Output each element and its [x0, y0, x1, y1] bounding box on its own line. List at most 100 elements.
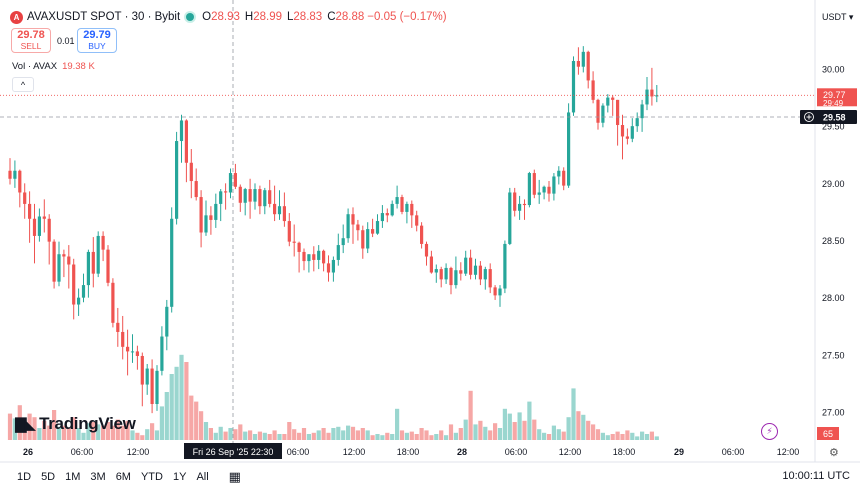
candle-body	[224, 191, 228, 193]
candle-body	[32, 218, 37, 236]
volume-bar	[287, 422, 292, 440]
x-tick-label: 06:00	[71, 447, 94, 457]
volume-legend-title: Vol · AVAX	[12, 61, 58, 72]
timeframe-1m-button[interactable]: 1M	[65, 471, 81, 483]
sell-button[interactable]: 29.78 SELL	[11, 28, 51, 53]
candle-body	[302, 251, 306, 262]
volume-bar	[390, 434, 395, 440]
timeframe-6m-button[interactable]: 6M	[115, 471, 131, 483]
candle-body	[596, 99, 600, 123]
timeframe-ytd-button[interactable]: YTD	[140, 471, 163, 483]
candle-body	[351, 214, 355, 225]
timeframe-1y-button[interactable]: 1Y	[172, 471, 187, 483]
volume-bar	[154, 430, 160, 440]
candle-body	[37, 216, 41, 236]
volume-bar	[199, 411, 204, 440]
volume-bar	[306, 434, 311, 440]
candle-body	[424, 243, 429, 257]
chevron-up-icon: ^	[20, 79, 26, 90]
sell-price: 29.78	[17, 29, 45, 42]
volume-bar	[238, 424, 243, 440]
candle-body	[454, 270, 458, 286]
candle-body	[140, 355, 144, 385]
candle-body	[420, 225, 424, 244]
volume-bar	[424, 430, 429, 440]
calendar-goto-icon[interactable]: ▦	[228, 469, 241, 484]
candle-body	[395, 197, 399, 204]
volume-bar	[321, 428, 326, 440]
volume-bar	[542, 432, 547, 440]
avax-coin-icon: A	[10, 10, 23, 24]
gear-icon[interactable]: ⚙	[829, 447, 839, 459]
candle-body	[537, 192, 541, 195]
volume-bar	[140, 435, 145, 440]
candle-body	[645, 89, 649, 105]
volume-bar	[551, 425, 556, 440]
volume-bar	[654, 436, 659, 440]
candle-body	[47, 218, 51, 242]
volume-bar	[399, 430, 405, 440]
timeframe-3m-button[interactable]: 3M	[90, 471, 106, 483]
volume-bar	[130, 430, 135, 440]
candle-body	[233, 173, 237, 187]
volume-bar	[360, 428, 365, 440]
volume-bar	[336, 426, 341, 440]
candle-body	[199, 197, 203, 233]
volume-bar	[297, 432, 302, 440]
candle-body	[488, 269, 492, 288]
volume-bar	[208, 428, 213, 440]
x-tick-label: 12:00	[127, 447, 150, 457]
volume-bar	[556, 429, 561, 440]
volume-bar	[27, 413, 32, 440]
candle-body	[91, 251, 95, 274]
volume-bar	[66, 428, 71, 440]
candle-body	[635, 118, 639, 127]
candle-body	[42, 216, 46, 219]
candle-body	[179, 120, 184, 142]
symbol-title[interactable]: AVAXUSDT SPOT · 30 · Bybit	[27, 11, 181, 23]
timeframe-1d-button[interactable]: 1D	[17, 471, 32, 483]
timeframe-all-button[interactable]: All	[196, 471, 209, 483]
volume-legend[interactable]: Vol · AVAX 19.38 K	[12, 61, 95, 72]
utc-clock[interactable]: 10:00:11 UTC	[782, 470, 850, 482]
volume-bar	[277, 434, 282, 440]
buy-button[interactable]: 29.79 BUY	[77, 28, 117, 53]
tradingview-logo[interactable]: ▇◣ TradingView	[15, 414, 136, 434]
x-tick-label: 12:00	[343, 447, 366, 457]
volume-bar	[331, 428, 336, 440]
buy-label: BUY	[88, 40, 106, 51]
volume-bar	[316, 430, 321, 440]
volume-bar	[473, 424, 478, 440]
volume-bar	[7, 413, 13, 440]
candle-body	[518, 203, 522, 211]
candle-body	[400, 197, 404, 212]
candle-body	[135, 351, 139, 356]
collapse-legend-button[interactable]: ^	[12, 77, 34, 92]
bolt-icon[interactable]: ⚡	[761, 423, 778, 440]
x-tick-label: 12:00	[559, 447, 582, 457]
candle-body	[625, 136, 629, 139]
candle-body	[380, 213, 384, 222]
open-label: O	[202, 11, 212, 23]
volume-bar	[184, 362, 189, 440]
timeframe-5d-button[interactable]: 5D	[41, 471, 56, 483]
x-tick-label: 29	[674, 447, 684, 457]
candle-body	[527, 173, 531, 206]
volume-bar	[350, 426, 356, 440]
high-label: H	[244, 11, 254, 23]
candle-body	[571, 60, 576, 113]
volume-bar	[61, 425, 66, 440]
volume-bar	[370, 435, 375, 440]
volume-bar	[365, 430, 370, 440]
volume-bar	[620, 434, 625, 440]
volume-bar	[194, 401, 199, 440]
volume-bar	[581, 414, 586, 440]
volume-bar	[453, 432, 458, 440]
volume-bar	[150, 423, 155, 440]
currency-selector[interactable]: USDT ▾	[822, 12, 853, 23]
volume-bar	[493, 423, 498, 440]
volume-bar	[248, 430, 253, 440]
last-price-tag	[817, 88, 857, 107]
candle-body	[606, 97, 610, 106]
